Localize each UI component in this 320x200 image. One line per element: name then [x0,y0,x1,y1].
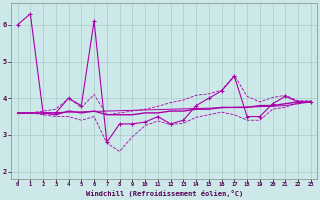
X-axis label: Windchill (Refroidissement éolien,°C): Windchill (Refroidissement éolien,°C) [85,190,243,197]
